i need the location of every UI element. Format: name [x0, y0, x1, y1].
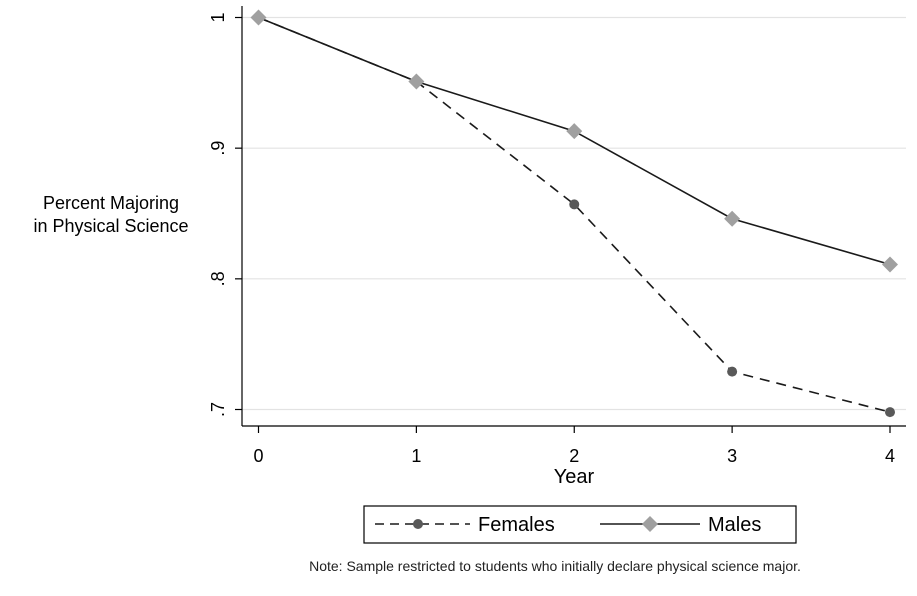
series-males-point-3	[724, 210, 741, 227]
x-axis-title: Year	[554, 466, 595, 488]
series-females-point-4	[885, 407, 895, 418]
series-females-point-2	[569, 199, 580, 210]
series-females-line	[258, 16, 891, 413]
y-tick-label-2: .9	[208, 141, 228, 156]
axis-ticks: .7 .8 .9 1 0 1 2 3 4	[208, 12, 895, 466]
series-males-point-4	[882, 256, 898, 273]
series-males-point-1	[408, 73, 425, 90]
x-tick-label-0: 0	[253, 446, 263, 466]
legend: Females Males	[363, 505, 797, 544]
y-tick-label-0: .7	[208, 402, 228, 417]
x-tick-label-4: 4	[885, 446, 895, 466]
y-tick-label-3: 1	[208, 12, 228, 22]
axes	[241, 6, 906, 427]
x-tick-label-2: 2	[569, 446, 579, 466]
series-males-point-0	[250, 9, 267, 26]
series-males-line	[258, 16, 891, 266]
series-females-point-3	[727, 366, 738, 377]
legend-females-label: Females	[478, 514, 555, 536]
x-tick-label-3: 3	[727, 446, 737, 466]
legend-males-marker	[642, 516, 658, 532]
chart-note: Note: Sample restricted to students who …	[309, 558, 801, 574]
y-axis-label-line-2: in Physical Science	[33, 216, 188, 236]
y-axis-label-line-1: Percent Majoring	[43, 193, 179, 213]
series-layer	[250, 9, 898, 418]
x-tick-label-1: 1	[411, 446, 421, 466]
y-tick-label-1: .8	[208, 271, 228, 286]
gridlines	[242, 16, 906, 411]
series-males-point-2	[566, 123, 583, 140]
legend-females-marker	[413, 519, 423, 529]
legend-males-label: Males	[708, 514, 761, 536]
